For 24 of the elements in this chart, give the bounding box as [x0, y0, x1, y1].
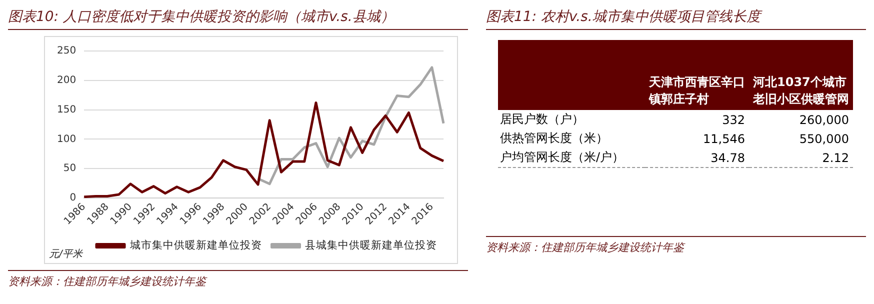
y-tick-label: 150	[56, 104, 76, 116]
y-tick-label: 50	[63, 163, 76, 174]
y-tick-label: 250	[56, 46, 76, 57]
text: 332	[722, 112, 745, 126]
category-label: 天津市西青区辛口镇郭庄子村	[648, 74, 746, 108]
y-axis-title: 元/平米	[49, 248, 82, 261]
y-tick-label: 100	[56, 134, 76, 145]
chart-title: 图表10: 人口密度低对于集中供暖投资的影响（城市v.s.县城）	[8, 8, 468, 30]
text: 2.12	[822, 150, 849, 164]
legend-label: 城市集中供暖新建单位投资	[128, 238, 262, 252]
category-label: 河北1037个城市老旧小区供暖管网	[752, 74, 850, 108]
text: 550,000	[799, 132, 849, 146]
y-tick-label: 200	[56, 75, 76, 86]
text: 资料来源：住建部历年城乡建设统计年鉴	[8, 274, 208, 289]
category-label: 供热管网长度（米）	[500, 131, 608, 145]
text: 34.78	[710, 150, 745, 164]
text: 11,546	[703, 132, 745, 146]
text: 图表11: 农村v.s.城市集中供暖项目管线长度	[486, 8, 866, 30]
text: 资料来源：住建部历年城乡建设统计年鉴	[486, 240, 686, 255]
category-label: 户均管网长度（米/户）	[500, 150, 624, 164]
y-tick-label: 0	[70, 192, 76, 204]
text: 260,000	[799, 112, 849, 126]
category-label: 居民户数（户）	[500, 112, 584, 126]
legend-label: 县城集中供暖新建单位投资	[305, 238, 437, 252]
